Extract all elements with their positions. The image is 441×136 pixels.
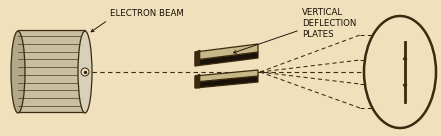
Ellipse shape bbox=[364, 16, 436, 128]
Ellipse shape bbox=[11, 31, 25, 113]
Polygon shape bbox=[195, 44, 258, 60]
Ellipse shape bbox=[81, 68, 89, 76]
Bar bbox=[18, 30, 85, 112]
Polygon shape bbox=[195, 52, 258, 66]
Polygon shape bbox=[195, 70, 258, 82]
Polygon shape bbox=[195, 50, 200, 66]
Text: ELECTRON BEAM: ELECTRON BEAM bbox=[110, 10, 184, 18]
Text: VERTICAL
DEFLECTION
PLATES: VERTICAL DEFLECTION PLATES bbox=[302, 8, 356, 39]
Polygon shape bbox=[195, 74, 200, 88]
Ellipse shape bbox=[78, 31, 92, 113]
Polygon shape bbox=[195, 76, 258, 88]
